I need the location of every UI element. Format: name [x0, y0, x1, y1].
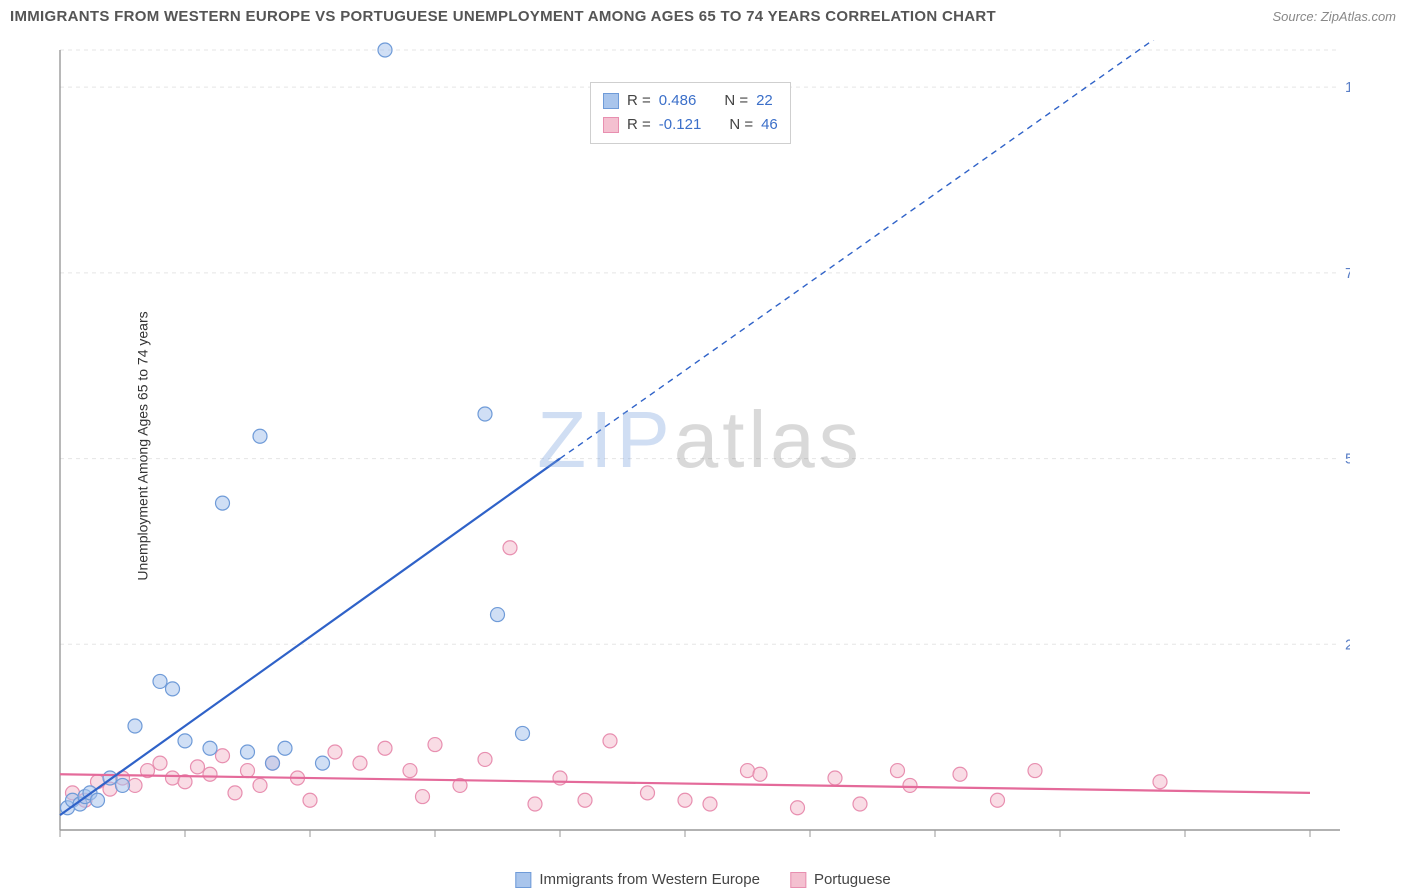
svg-text:0.0%: 0.0% — [60, 839, 94, 840]
plot-area: 25.0%50.0%75.0%100.0%0.0%50.0% ZIPatlas … — [50, 40, 1350, 840]
r-label: R = — [627, 89, 651, 113]
legend-label: Portuguese — [814, 871, 891, 888]
n-value: 22 — [756, 89, 773, 113]
r-label: R = — [627, 113, 651, 137]
n-value: 46 — [761, 113, 778, 137]
r-value: 0.486 — [659, 89, 697, 113]
chart-title: IMMIGRANTS FROM WESTERN EUROPE VS PORTUG… — [10, 8, 996, 25]
svg-text:50.0%: 50.0% — [1267, 839, 1310, 840]
legend-row: R = 0.486 N = 22 — [603, 89, 778, 113]
legend-swatch — [790, 872, 806, 888]
series-legend: Immigrants from Western Europe Portuguese — [515, 871, 890, 888]
svg-text:75.0%: 75.0% — [1345, 265, 1350, 282]
svg-text:100.0%: 100.0% — [1345, 79, 1350, 96]
n-label: N = — [729, 113, 753, 137]
n-label: N = — [724, 89, 748, 113]
r-value: -0.121 — [659, 113, 702, 137]
header: IMMIGRANTS FROM WESTERN EUROPE VS PORTUG… — [10, 8, 1396, 25]
correlation-legend: R =0.486N =22R =-0.121N =46 — [590, 82, 791, 144]
legend-item: Immigrants from Western Europe — [515, 871, 760, 888]
legend-row: R = -0.121 N = 46 — [603, 113, 778, 137]
legend-item: Portuguese — [790, 871, 891, 888]
legend-swatch — [515, 872, 531, 888]
legend-label: Immigrants from Western Europe — [539, 871, 760, 888]
svg-text:25.0%: 25.0% — [1345, 636, 1350, 653]
scatter-chart: 25.0% 50.0% 75.0% 100.0% 0.0% 50.0% — [50, 40, 1350, 840]
svg-text:50.0%: 50.0% — [1345, 451, 1350, 468]
legend-swatch — [603, 117, 619, 133]
legend-swatch — [603, 93, 619, 109]
source-label: Source: ZipAtlas.com — [1272, 9, 1396, 24]
